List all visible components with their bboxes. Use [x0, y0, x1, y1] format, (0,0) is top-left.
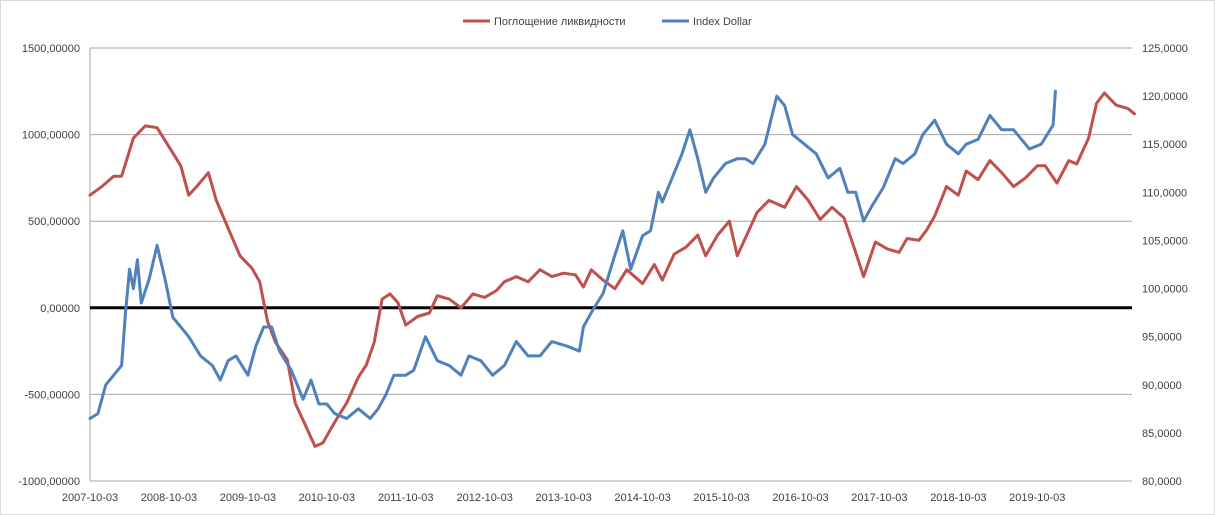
x-tick-label: 2010-10-03	[299, 492, 355, 504]
series-line	[88, 91, 1136, 448]
series-line	[88, 89, 1057, 420]
series-lines	[88, 89, 1136, 448]
legend: Поглощение ликвидности Index Dollar	[463, 16, 752, 28]
right-tick-label: 95,0000	[1142, 332, 1182, 344]
right-tick-label: 120,0000	[1142, 91, 1188, 103]
x-tick-label: 2017-10-03	[851, 492, 907, 504]
x-tick-label: 2013-10-03	[535, 492, 591, 504]
right-tick-label: 115,0000	[1142, 139, 1187, 151]
right-tick-label: 125,0000	[1142, 43, 1188, 55]
x-tick-label: 2009-10-03	[220, 492, 276, 504]
left-axis: -1000,00000 -500,00000 0,00000 500,00000 100…	[18, 43, 80, 488]
left-tick-label: -1000,00000	[18, 476, 80, 488]
right-tick-label: 105,0000	[1142, 235, 1188, 247]
x-tick-label: 2019-10-03	[1009, 492, 1065, 504]
right-axis: 80,0000 85,0000 90,0000 95,0000 100,0000 105,…	[1142, 43, 1188, 488]
x-tick-label: 2008-10-03	[141, 492, 197, 504]
right-tick-label: 80,0000	[1142, 476, 1182, 488]
right-tick-label: 90,0000	[1142, 380, 1182, 392]
left-tick-label: 500,00000	[28, 216, 80, 228]
left-tick-label: 1000,00000	[22, 130, 80, 142]
x-tick-label: 2018-10-03	[930, 492, 986, 504]
x-tick-label: 2011-10-03	[378, 492, 433, 504]
x-tick-label: 2015-10-03	[693, 492, 749, 504]
x-tick-label: 2014-10-03	[614, 492, 670, 504]
x-tick-label: 2007-10-03	[62, 492, 118, 504]
right-tick-label: 85,0000	[1142, 428, 1182, 440]
legend-label: Index Dollar	[693, 16, 752, 28]
left-tick-label: 0,00000	[40, 303, 80, 315]
left-tick-label: -500,00000	[24, 389, 80, 401]
x-tick-label: 2012-10-03	[457, 492, 513, 504]
x-axis: 2007-10-03 2008-10-03 2009-10-03 2010-10-03…	[62, 492, 1066, 504]
x-tick-label: 2016-10-03	[772, 492, 828, 504]
left-tick-label: 1500,00000	[22, 43, 80, 55]
legend-label: Поглощение ликвидности	[494, 16, 626, 28]
right-tick-label: 100,0000	[1142, 284, 1188, 296]
right-tick-label: 110,0000	[1142, 187, 1187, 199]
